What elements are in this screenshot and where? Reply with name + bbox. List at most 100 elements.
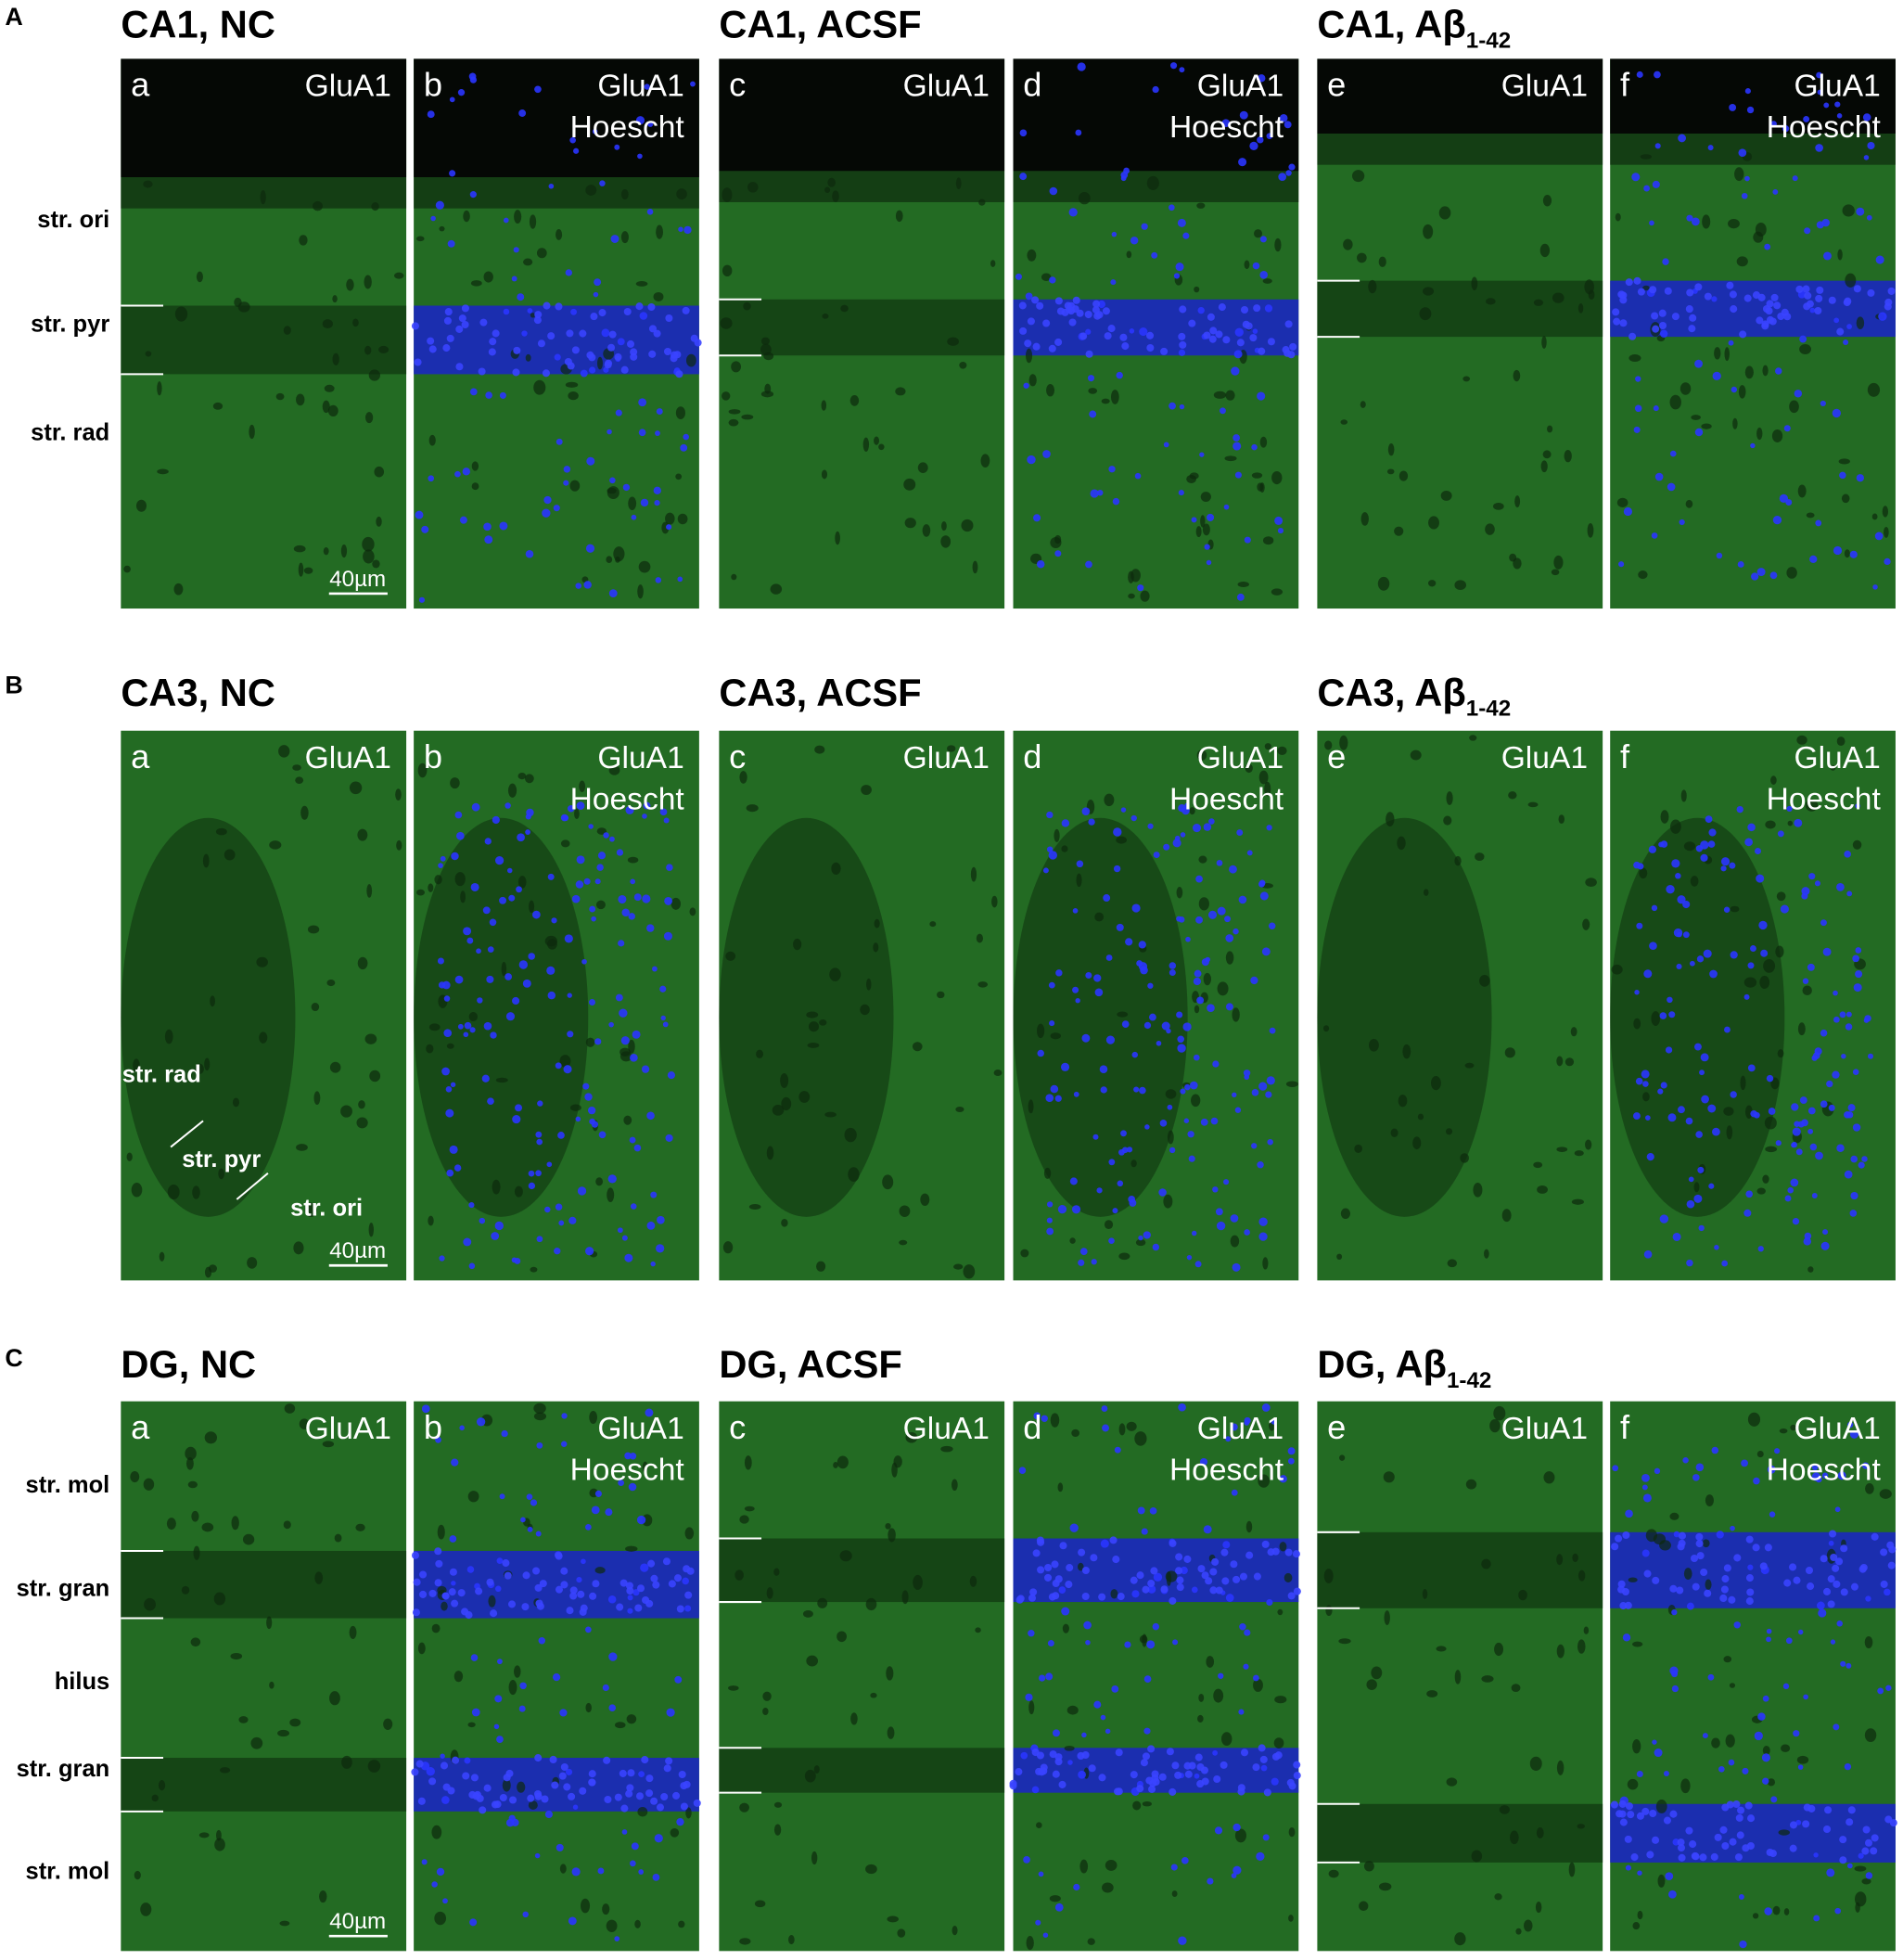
title-text: CA1, Aβ [1317, 3, 1465, 46]
nucleus [1694, 1043, 1702, 1051]
nucleus [1700, 1568, 1708, 1577]
nucleus [1232, 1865, 1242, 1875]
nucleus [558, 1220, 565, 1226]
nucleus [1775, 367, 1782, 375]
cell [747, 182, 759, 193]
cell [1366, 1679, 1377, 1690]
nucleus [515, 1104, 522, 1112]
nucleus [1244, 1416, 1251, 1425]
cell [781, 1096, 792, 1111]
nucleus [1878, 312, 1887, 321]
cell [901, 1590, 909, 1605]
title-text: DG, NC [121, 1342, 256, 1386]
nucleus [633, 893, 642, 902]
nucleus [556, 1843, 564, 1851]
nucleus [1176, 916, 1182, 922]
nucleus [1027, 317, 1035, 326]
nucleus [502, 1559, 510, 1568]
cell [1494, 1642, 1504, 1657]
nucleus [1861, 1847, 1870, 1855]
nucleus [1789, 1563, 1797, 1571]
nucleus [504, 973, 513, 980]
nucleus [1024, 339, 1032, 348]
nucleus [1720, 865, 1727, 872]
nucleus [1741, 192, 1748, 199]
nucleus [1041, 1415, 1048, 1422]
nucleus [641, 1756, 649, 1764]
nucleus [1807, 1107, 1816, 1115]
nucleus [1664, 287, 1672, 295]
cell [293, 544, 306, 553]
nucleus [1783, 425, 1791, 432]
nucleus [1845, 1023, 1853, 1031]
nucleus [1643, 969, 1653, 979]
nucleus [482, 906, 491, 915]
nucleus [1231, 1489, 1238, 1496]
nucleus [1691, 217, 1700, 226]
cell [656, 224, 664, 239]
nucleus [614, 1793, 622, 1801]
cell [1284, 1572, 1293, 1582]
nucleus [486, 1578, 494, 1586]
nucleus [678, 226, 683, 232]
nucleus [1187, 1131, 1194, 1138]
cell [1277, 1608, 1284, 1616]
nucleus [620, 1804, 629, 1813]
nucleus [1769, 571, 1778, 580]
nucleus [1120, 807, 1127, 813]
nucleus [577, 1590, 585, 1598]
nucleus [646, 209, 654, 215]
nucleus [1844, 851, 1851, 858]
nucleus [1161, 1021, 1170, 1031]
cell [468, 1012, 479, 1022]
cell-layer [1317, 1803, 1603, 1863]
cell [802, 1610, 813, 1618]
cell [937, 991, 945, 999]
nucleus [1744, 838, 1754, 847]
nucleus [1669, 1666, 1679, 1675]
nucleus [466, 937, 474, 944]
nucleus [576, 801, 585, 811]
nucleus [457, 1589, 466, 1597]
nucleus [487, 946, 494, 953]
nucleus [645, 1774, 654, 1783]
nucleus [1194, 969, 1202, 978]
nucleus [683, 1565, 691, 1573]
cell [514, 1665, 521, 1678]
cell [865, 1597, 877, 1611]
nucleus [516, 886, 522, 893]
nucleus [1866, 214, 1872, 221]
nucleus [1766, 1628, 1772, 1634]
dark-fade [1317, 134, 1603, 165]
nucleus [1619, 1818, 1628, 1826]
nucleus [660, 1792, 669, 1801]
cell [1799, 344, 1812, 354]
nucleus [1847, 1104, 1856, 1112]
nucleus [1769, 1850, 1777, 1858]
cell [215, 827, 227, 836]
nucleus [1054, 1095, 1062, 1102]
cell [151, 1794, 159, 1802]
channel-label: GluA1 [305, 1412, 391, 1446]
cell [134, 1870, 141, 1880]
scale-bar-label: 40µm [329, 1238, 386, 1263]
nucleus [1293, 1772, 1301, 1780]
nucleus [1682, 931, 1690, 939]
nucleus [652, 966, 658, 972]
nucleus [518, 960, 529, 969]
nucleus [640, 1563, 649, 1572]
nucleus [428, 475, 435, 482]
nucleus [1185, 936, 1191, 942]
nucleus [1153, 1572, 1163, 1582]
channel-label: Hoescht [1169, 1453, 1284, 1487]
dark-fade [414, 177, 699, 209]
cell [556, 229, 563, 240]
nucleus [1147, 823, 1154, 829]
nucleus [1708, 1183, 1715, 1189]
nucleus [1774, 1448, 1781, 1454]
cell [196, 271, 203, 283]
cell [1410, 749, 1422, 761]
cell [594, 1567, 606, 1574]
cell [1027, 249, 1037, 262]
cell [1198, 855, 1207, 864]
